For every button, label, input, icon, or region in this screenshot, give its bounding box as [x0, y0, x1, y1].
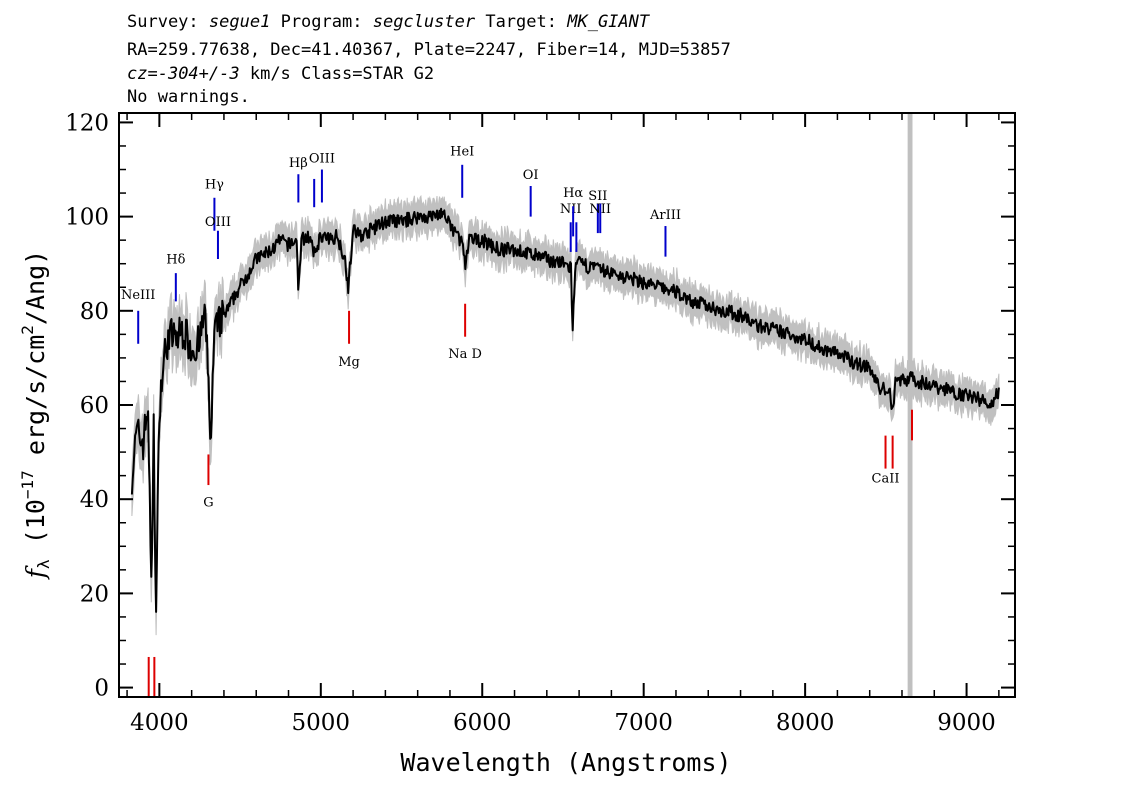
masked-region	[907, 113, 913, 697]
x-tick-label: 6000	[453, 710, 512, 736]
y-tick-label: 60	[80, 393, 109, 419]
header-line-2: RA=259.77638, Dec=41.40367, Plate=2247, …	[127, 40, 731, 60]
svg-text:fλ (10−17 erg/s/cm2/Ang): fλ (10−17 erg/s/cm2/Ang)	[18, 250, 53, 580]
y-tick-label: 100	[65, 205, 109, 231]
y-axis-title-exp1: −17	[18, 470, 37, 499]
line-label-1: Hδ	[166, 253, 185, 268]
header-line-1: Survey: segue1 Program: segcluster Targe…	[127, 12, 649, 32]
y-tick-label: 20	[80, 581, 109, 607]
line-label-18: Mg	[338, 355, 360, 370]
y-tick-label: 120	[65, 110, 109, 136]
cz-value: -304+/-3	[157, 64, 240, 84]
x-tick-label: 4000	[130, 710, 189, 736]
flux-layer	[130, 207, 1000, 613]
survey-label: Survey:	[127, 12, 199, 32]
line-label-20: CaII	[872, 472, 900, 487]
line-label-12: SII	[588, 189, 607, 204]
target-value: MK_GIANT	[567, 12, 650, 32]
y-tick-label: 40	[80, 487, 109, 513]
flux-error-band	[131, 194, 1000, 636]
line-label-17: G	[203, 495, 213, 510]
y-tick-label: 80	[80, 299, 109, 325]
line-label-6: OIII	[309, 151, 335, 166]
flux-line	[130, 207, 1000, 613]
x-axis-title: Wavelength (Angstroms)	[400, 748, 731, 777]
y-axis-title-subscript: λ	[34, 559, 53, 569]
line-label-9: NII	[560, 202, 582, 217]
cz-label: cz=	[127, 64, 158, 84]
line-label-0: NeIII	[121, 288, 155, 303]
masked-region-layer	[907, 113, 913, 697]
y-axis-title-exp2: 2	[18, 325, 37, 335]
program-label: Program:	[280, 12, 363, 32]
line-label-13: NII	[589, 202, 611, 217]
target-label: Target:	[485, 12, 557, 32]
line-label-3: OIII	[205, 215, 231, 230]
cz-class-text: km/s Class=STAR G2	[239, 64, 435, 84]
axes-layer: 4000 5000 6000 7000 8000 9000 0 20 40 60 80 100 120	[65, 110, 1016, 736]
line-label-8: OI	[523, 168, 539, 183]
y-axis-title-part3: /Ang)	[21, 250, 50, 325]
line-label-4: Hβ	[289, 156, 308, 171]
y-axis-title-part1: (10	[21, 499, 50, 559]
x-tick-label: 7000	[614, 710, 673, 736]
program-value: segcluster	[372, 12, 476, 32]
x-tick-label: 5000	[292, 710, 351, 736]
error-band-layer	[131, 194, 1000, 636]
header-line-4: No warnings.	[127, 87, 250, 107]
header-line-3: cz=-304+/-3 km/s Class=STAR G2	[127, 64, 434, 84]
x-tick-label: 9000	[937, 710, 996, 736]
survey-value: segue1	[208, 12, 271, 32]
y-axis-title-symbol: f	[21, 565, 50, 580]
line-label-2: Hγ	[205, 177, 224, 192]
line-label-10: Hα	[563, 186, 583, 201]
y-axis-title-part2: erg/s/cm	[21, 335, 50, 470]
line-label-19: Na D	[448, 347, 482, 362]
x-tick-label: 8000	[776, 710, 835, 736]
y-tick-label: 0	[94, 676, 109, 702]
line-label-7: HeI	[450, 144, 474, 159]
line-label-14: ArIII	[649, 208, 681, 223]
y-axis-title: fλ (10−17 erg/s/cm2/Ang)	[18, 250, 53, 580]
